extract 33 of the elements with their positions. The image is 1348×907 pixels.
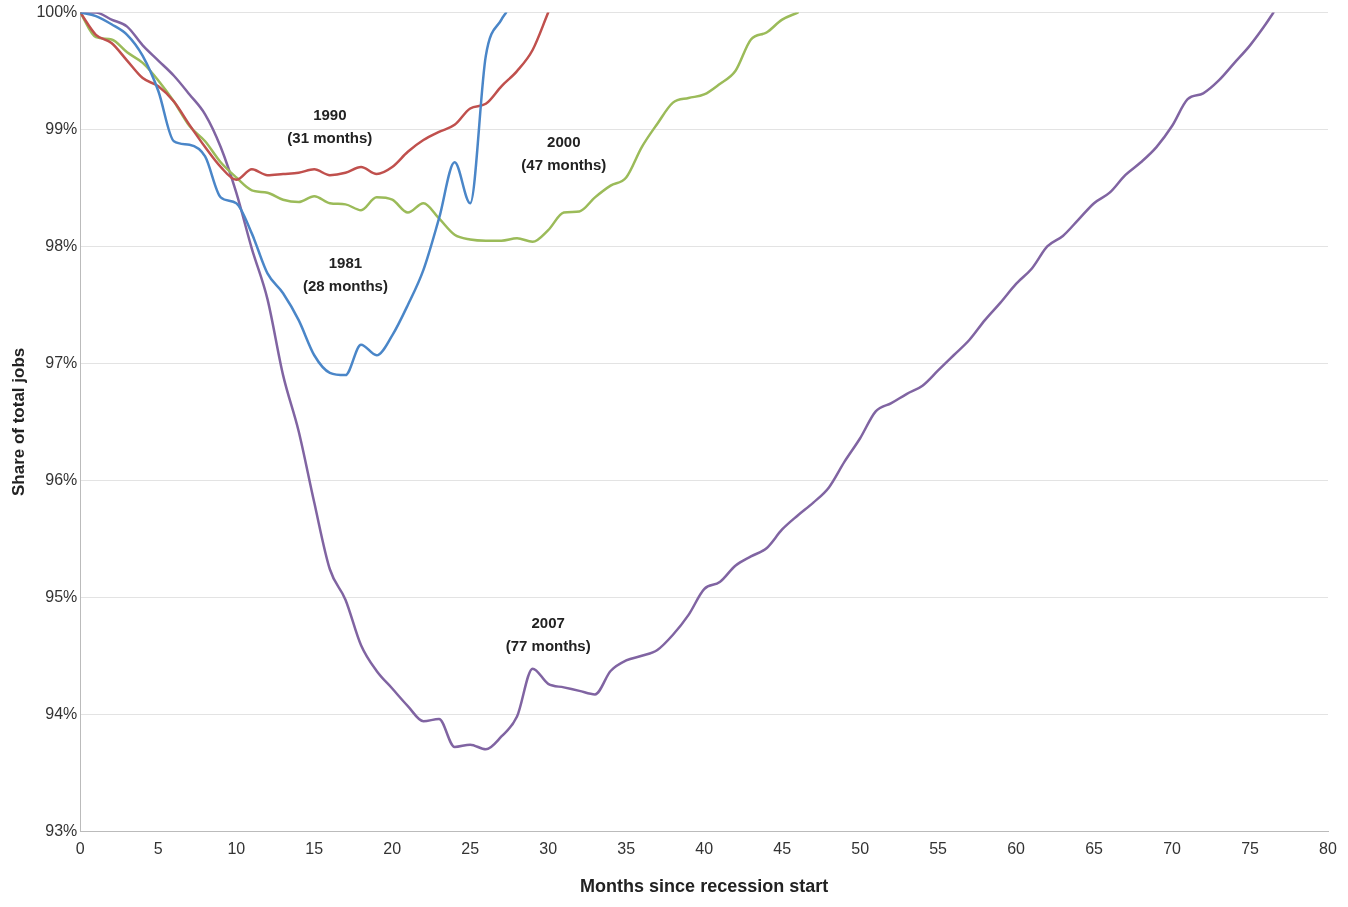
series-label: 2007 (77 months) [505,614,591,655]
y-tick-label: 97% [45,353,78,371]
series-label: 1981 (28 months) [302,253,388,294]
y-tick-label: 95% [45,587,78,605]
y-tick-label: 94% [45,704,78,722]
x-tick-label: 65 [1085,840,1104,858]
x-tick-label: 30 [539,840,558,858]
y-tick-label: 96% [45,470,78,488]
x-tick-label: 55 [929,840,948,858]
x-tick-label: 80 [1319,840,1337,858]
y-axis-title: Share of total jobs [8,347,28,497]
y-tick-label: 98% [45,236,78,254]
series-label: 1990 (31 months) [287,105,373,146]
x-tick-label: 70 [1163,840,1182,858]
x-tick-label: 50 [851,840,870,858]
x-tick-label: 20 [383,840,402,858]
x-tick-label: 0 [75,840,85,858]
x-tick-label: 40 [695,840,714,858]
x-tick-label: 25 [461,840,480,858]
line-series [80,12,799,244]
y-tick-label: 99% [45,119,78,137]
x-tick-label: 35 [617,840,636,858]
x-tick-label: 15 [305,840,324,858]
x-axis-title: Months since recession start [580,876,829,897]
x-tick-label: 10 [227,840,246,858]
x-tick-label: 5 [153,840,163,858]
line-series [80,12,508,377]
x-tick-label: 75 [1241,840,1260,858]
series-label: 2000 (47 months) [521,133,607,174]
x-tick-label: 45 [773,840,792,858]
y-tick-label: 100% [36,3,78,21]
y-tick-label: 93% [45,821,78,839]
x-tick-label: 60 [1007,840,1026,858]
